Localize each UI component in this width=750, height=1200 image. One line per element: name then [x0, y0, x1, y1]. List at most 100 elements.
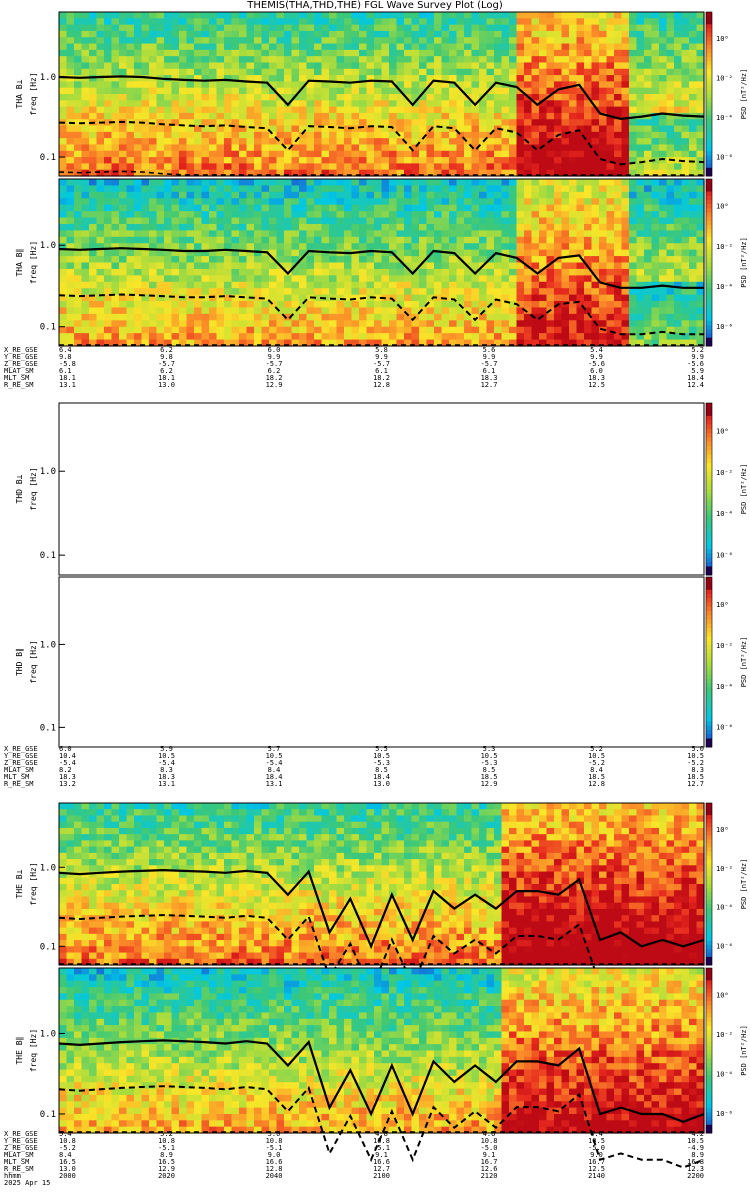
heatmap-cell — [569, 68, 578, 76]
heatmap-cell — [426, 191, 435, 199]
heatmap-cell — [524, 326, 533, 334]
heatmap-cell — [456, 230, 465, 238]
heatmap-cell — [599, 313, 608, 321]
heatmap-cell — [666, 144, 675, 152]
heatmap-cell — [66, 821, 75, 829]
heatmap-cell — [239, 326, 248, 334]
heatmap-cell — [441, 288, 450, 296]
heatmap-cell — [591, 125, 600, 133]
heatmap-cell — [531, 307, 540, 315]
heatmap-cell — [179, 75, 188, 82]
heatmap-cell — [104, 157, 113, 164]
heatmap-cell — [291, 243, 300, 251]
heatmap-cell — [434, 68, 443, 76]
heatmap-cell — [569, 157, 578, 164]
heatmap-cell — [366, 169, 375, 177]
heatmap-cell — [216, 24, 225, 32]
heatmap-cell — [374, 56, 383, 64]
heatmap-cell — [284, 217, 293, 225]
heatmap-cell — [89, 230, 98, 238]
heatmap-cell — [239, 169, 248, 177]
heatmap-cell — [89, 217, 98, 225]
heatmap-cell — [659, 217, 668, 225]
heatmap-cell — [471, 249, 480, 257]
heatmap-cell — [276, 169, 285, 177]
heatmap-cell — [119, 223, 128, 231]
heatmap-cell — [231, 62, 240, 70]
heatmap-cell — [359, 169, 368, 177]
heatmap-cell — [276, 249, 285, 257]
heatmap-cell — [509, 313, 518, 321]
heatmap-cell — [666, 18, 675, 26]
heatmap-cell — [156, 81, 165, 89]
heatmap-cell — [149, 313, 158, 321]
heatmap-cell — [539, 191, 548, 199]
heatmap-cell — [366, 326, 375, 334]
heatmap-cell — [531, 169, 540, 177]
heatmap-cell — [149, 131, 158, 139]
heatmap-cell — [306, 125, 315, 133]
heatmap-cell — [494, 87, 503, 95]
heatmap-cell — [239, 262, 248, 270]
heatmap-cell — [381, 131, 390, 139]
heatmap-cell — [584, 100, 593, 108]
heatmap-cell — [659, 275, 668, 283]
heatmap-cell — [419, 198, 428, 206]
heatmap-cell — [179, 106, 188, 114]
heatmap-cell — [119, 940, 128, 947]
heatmap-cell — [104, 217, 113, 225]
heatmap-cell — [261, 24, 270, 32]
heatmap-cell — [96, 68, 105, 76]
heatmap-cell — [134, 12, 143, 19]
heatmap-cell — [531, 138, 540, 146]
heatmap-cell — [171, 81, 180, 89]
heatmap-cell — [149, 249, 158, 257]
heatmap-cell — [344, 131, 353, 139]
heatmap-cell — [689, 138, 698, 146]
heatmap-cell — [171, 12, 180, 19]
heatmap-cell — [674, 313, 683, 321]
heatmap-cell — [299, 30, 308, 38]
heatmap-cell — [441, 179, 450, 187]
heatmap-cell — [171, 37, 180, 45]
heatmap-cell — [471, 144, 480, 152]
heatmap-cell — [524, 275, 533, 283]
heatmap-cell — [539, 87, 548, 95]
heatmap-cell — [254, 301, 263, 309]
heatmap-cell — [404, 313, 413, 321]
heatmap-cell — [651, 326, 660, 334]
heatmap-cell — [269, 150, 278, 158]
heatmap-cell — [516, 100, 525, 108]
heatmap-cell — [104, 185, 113, 193]
heatmap-cell — [269, 119, 278, 127]
heatmap-cell — [254, 307, 263, 315]
heatmap-cell — [306, 169, 315, 177]
heatmap-cell — [239, 179, 248, 187]
heatmap-cell — [659, 262, 668, 270]
heatmap-cell — [336, 75, 345, 82]
heatmap-cell — [89, 68, 98, 76]
heatmap-cell — [584, 169, 593, 177]
heatmap-cell — [59, 809, 68, 817]
heatmap-cell — [674, 24, 683, 32]
heatmap-cell — [74, 846, 83, 854]
heatmap-cell — [186, 268, 195, 276]
heatmap-cell — [254, 24, 263, 32]
heatmap-cell — [261, 294, 270, 302]
heatmap-cell — [269, 62, 278, 70]
heatmap-cell — [66, 307, 75, 315]
heatmap-cell — [531, 94, 540, 101]
heatmap-cell — [231, 198, 240, 206]
heatmap-cell — [659, 131, 668, 139]
colorbar-segment — [706, 640, 712, 646]
colorbar-segment — [706, 258, 712, 263]
heatmap-cell — [74, 56, 83, 64]
heatmap-cell — [164, 68, 173, 76]
heatmap-cell — [471, 191, 480, 199]
heatmap-cell — [209, 43, 218, 51]
heatmap-cell — [224, 179, 233, 187]
heatmap-cell — [239, 68, 248, 76]
heatmap-cell — [389, 313, 398, 321]
heatmap-cell — [486, 56, 495, 64]
